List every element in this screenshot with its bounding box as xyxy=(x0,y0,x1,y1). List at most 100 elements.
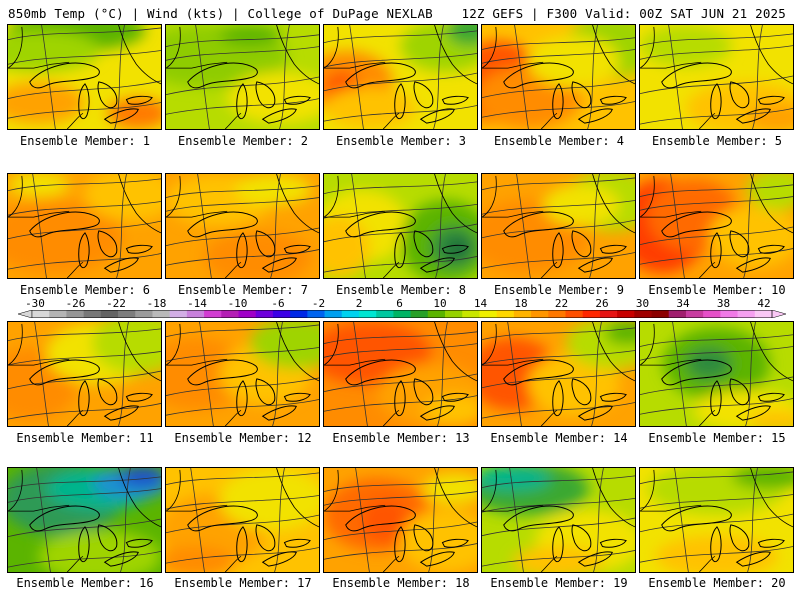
temperature-anomaly-blob xyxy=(446,25,477,46)
political-border xyxy=(640,469,655,512)
great-lakes-outline xyxy=(103,257,139,273)
great-lakes-outline xyxy=(571,524,592,552)
height-contour xyxy=(351,174,366,278)
political-border xyxy=(698,112,716,129)
great-lakes-outline xyxy=(729,524,750,552)
political-border xyxy=(324,210,386,218)
height-contour xyxy=(166,249,319,266)
ensemble-member-label: Ensemble Member: 6 xyxy=(19,283,151,297)
height-contour xyxy=(507,322,522,426)
ensemble-member-map xyxy=(165,24,320,130)
height-contour xyxy=(324,105,477,122)
colorbar-tick-label: -18 xyxy=(146,297,167,310)
political-border xyxy=(540,261,558,278)
ensemble-member-map xyxy=(639,467,794,573)
great-lakes-outline xyxy=(283,244,311,254)
great-lakes-outline xyxy=(255,524,276,552)
political-border xyxy=(166,358,228,366)
height-contour xyxy=(190,468,205,572)
great-lakes-outline xyxy=(345,505,416,532)
ensemble-member-map xyxy=(639,321,794,427)
political-border xyxy=(434,468,477,528)
colorbar-segment xyxy=(651,310,670,318)
colorbar-segment xyxy=(427,310,446,318)
great-lakes-outline xyxy=(78,526,90,563)
great-lakes-outline xyxy=(78,83,90,120)
great-lakes-outline xyxy=(125,95,153,105)
great-lakes-outline xyxy=(78,232,90,269)
temperature-anomaly-blob xyxy=(219,468,319,531)
great-lakes-outline xyxy=(187,359,258,386)
height-contour xyxy=(324,491,477,506)
ensemble-member-map xyxy=(481,321,636,427)
political-border xyxy=(324,26,339,69)
height-contour xyxy=(482,517,635,537)
height-contour xyxy=(640,546,793,563)
ensemble-member-map xyxy=(323,173,478,279)
colorbar-segment xyxy=(410,310,429,318)
political-border xyxy=(166,26,181,69)
ensemble-member-label: Ensemble Member: 17 xyxy=(174,576,312,590)
great-lakes-outline xyxy=(661,62,732,89)
great-lakes-outline xyxy=(413,378,434,406)
ensemble-member-map xyxy=(481,173,636,279)
ensemble-member-label: Ensemble Member: 19 xyxy=(490,576,628,590)
political-border xyxy=(118,322,161,382)
height-contour xyxy=(34,322,49,426)
height-contour xyxy=(355,468,370,572)
political-border xyxy=(434,322,477,382)
political-border xyxy=(66,112,84,129)
height-contour xyxy=(516,174,531,278)
great-lakes-outline xyxy=(503,505,574,532)
height-contour xyxy=(8,351,161,366)
height-contour xyxy=(482,101,635,118)
great-lakes-outline xyxy=(729,378,750,406)
height-contour xyxy=(482,550,635,567)
colorbar-segment xyxy=(341,310,360,318)
great-lakes-outline xyxy=(503,211,574,238)
great-lakes-outline xyxy=(345,62,416,89)
height-contour xyxy=(274,468,285,572)
political-border xyxy=(382,409,400,426)
great-lakes-outline xyxy=(394,232,406,269)
colorbar-segment xyxy=(599,310,618,318)
temperature-anomaly-blob xyxy=(8,30,100,72)
political-border xyxy=(8,323,23,366)
colorbar-tick-label: 6 xyxy=(396,297,403,310)
ensemble-member-label: Ensemble Member: 14 xyxy=(490,431,628,445)
great-lakes-outline xyxy=(255,81,276,109)
height-contour xyxy=(640,376,793,395)
great-lakes-outline xyxy=(710,232,722,269)
height-contour xyxy=(640,75,793,95)
political-border xyxy=(166,323,181,366)
ensemble-member-label: Ensemble Member: 3 xyxy=(335,134,467,148)
great-lakes-outline xyxy=(97,524,118,552)
height-contour xyxy=(640,196,793,211)
height-contour xyxy=(353,322,368,426)
political-border xyxy=(166,469,181,512)
great-lakes-outline xyxy=(187,62,258,89)
height-contour xyxy=(640,398,793,415)
height-contour xyxy=(270,174,281,278)
ensemble-member-map xyxy=(7,24,162,130)
ensemble-member-label: Ensemble Member: 2 xyxy=(177,134,309,148)
great-lakes-outline xyxy=(552,232,564,269)
political-border xyxy=(166,175,181,218)
political-border xyxy=(8,504,70,512)
political-border xyxy=(224,555,242,572)
colorbar-tick-label: -2 xyxy=(311,297,326,310)
ensemble-member-label: Ensemble Member: 7 xyxy=(177,283,309,297)
height-contour xyxy=(743,174,754,278)
great-lakes-outline xyxy=(103,405,139,421)
colorbar-segment xyxy=(66,310,85,318)
height-contour xyxy=(166,98,319,115)
great-lakes-outline xyxy=(577,108,613,124)
colorbar-segment xyxy=(496,310,515,318)
political-border xyxy=(592,25,635,85)
political-border xyxy=(66,261,84,278)
colorbar-segment xyxy=(513,310,532,318)
colorbar-tick-label: 34 xyxy=(676,297,690,310)
height-contour xyxy=(433,25,444,129)
colorbar-segment xyxy=(49,310,67,318)
ensemble-member-label: Ensemble Member: 9 xyxy=(493,283,625,297)
